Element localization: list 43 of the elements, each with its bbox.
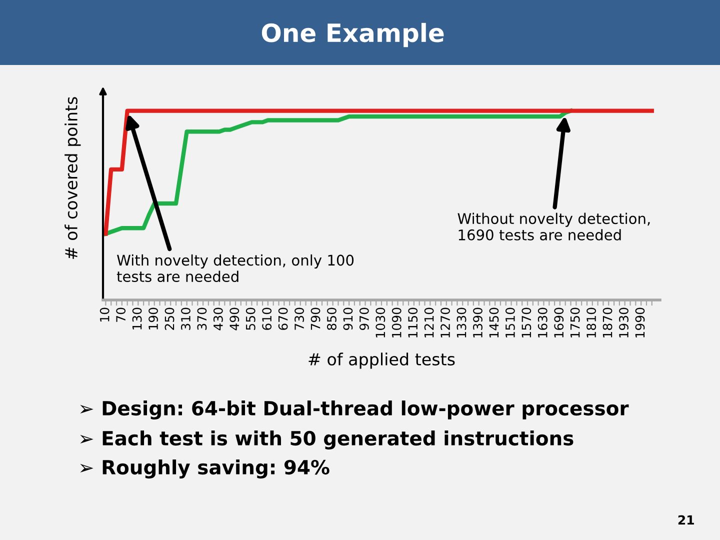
x-tick-label: 1570: [522, 308, 532, 338]
x-tick-label: 1810: [586, 308, 596, 338]
x-tick-label: 10: [100, 308, 110, 322]
x-tick-label: 910: [343, 308, 353, 330]
x-tick-label: 1630: [538, 308, 548, 338]
annotation: Without novelty detection, 1690 tests are needed: [458, 212, 650, 240]
x-tick-label: 1450: [489, 308, 499, 338]
x-tick-label: 1150: [408, 308, 418, 338]
x-tick-label: 1090: [392, 308, 402, 338]
annotation: With novelty detection, only 100 tests are needed: [116, 254, 354, 282]
x-tick-label: 310: [180, 308, 190, 330]
x-tick-label: 1390: [473, 308, 482, 338]
text: ➢ Roughly saving: 94%: [80, 460, 330, 478]
x-tick-label: 430: [213, 308, 223, 330]
x-tick-label: 1930: [619, 308, 628, 338]
x-axis-title: # of applied tests: [308, 352, 455, 369]
x-tick-label: 1330: [456, 308, 466, 338]
x-tick-label: 1870: [602, 308, 612, 338]
x-tick-label: 670: [278, 308, 288, 330]
x-tick-label: 130: [132, 308, 142, 330]
x-tick-label: 1210: [424, 308, 434, 338]
x-tick-label: 550: [246, 308, 256, 330]
x-tick-label: 610: [262, 308, 272, 330]
x-tick-label: 490: [230, 308, 240, 330]
x-tick-label: 1270: [440, 308, 450, 338]
x-tick-label: 1030: [376, 308, 386, 338]
x-tick-label: 190: [148, 308, 158, 330]
x-tick-label: 1750: [570, 308, 580, 338]
chart-title: One Example: [262, 22, 444, 48]
x-tick-label: 970: [359, 308, 369, 330]
text: 21: [678, 515, 694, 525]
x-tick-label: 850: [327, 308, 336, 330]
x-tick-label: 1510: [505, 308, 515, 338]
x-tick-label: 790: [310, 308, 320, 330]
x-tick-label: 1990: [635, 308, 645, 338]
x-tick-label: 1690: [554, 308, 564, 338]
text: ➢ Each test is with 50 generated instructions: [80, 430, 574, 450]
x-tick-label: 730: [294, 308, 304, 330]
x-tick-label: 370: [197, 308, 207, 330]
x-tick-label: 70: [116, 308, 126, 322]
x-tick-label: 250: [164, 308, 174, 330]
text: ➢ Design: 64-bit Dual-thread low-power processor: [80, 400, 629, 420]
y-axis-title: # of covered points: [64, 97, 81, 259]
